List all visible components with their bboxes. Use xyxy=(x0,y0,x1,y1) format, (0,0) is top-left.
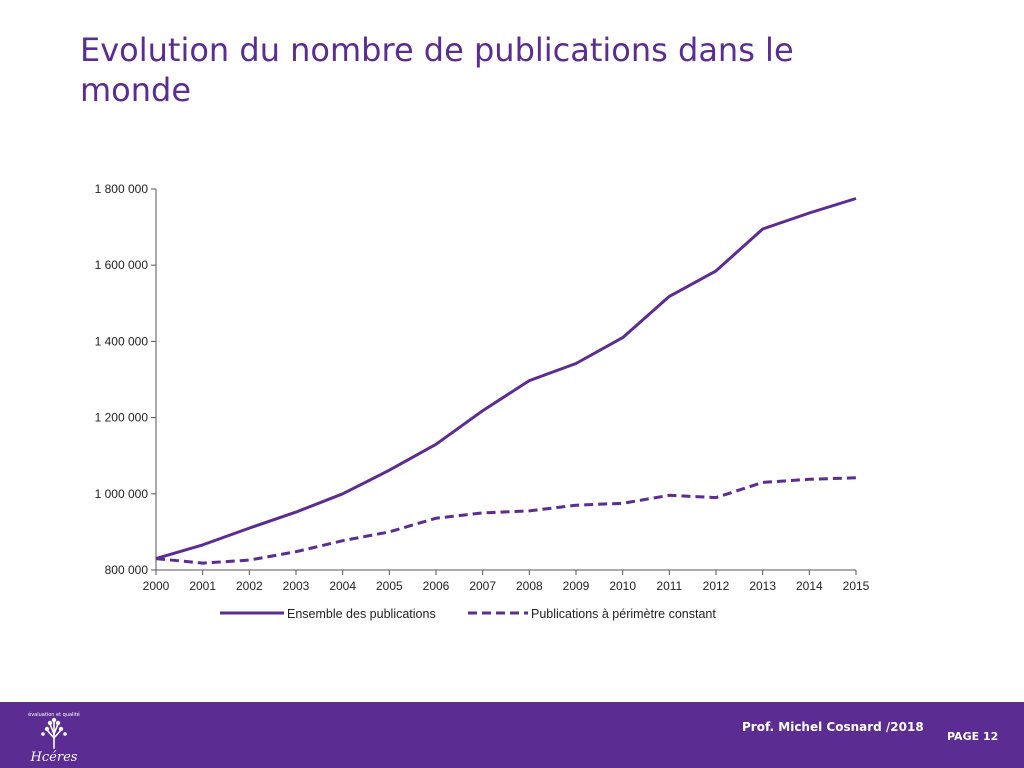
slide-title: Evolution du nombre de publications dans… xyxy=(80,31,794,109)
series-line-1 xyxy=(155,197,857,561)
logo-text: Hcéres xyxy=(30,750,78,764)
chart-series xyxy=(155,197,857,565)
y-tick-label: 1 600 000 xyxy=(95,258,149,272)
y-tick-label: 1 000 000 xyxy=(95,487,149,501)
footer-bar: Hcéres évaluation et qualité Prof. Miche… xyxy=(0,702,1024,768)
chart-legend: Ensemble des publications Publications à … xyxy=(220,607,716,621)
x-tick-label: 2002 xyxy=(236,579,263,593)
x-tick-label: 2000 xyxy=(143,579,170,593)
y-tick-label: 1 200 000 xyxy=(95,411,149,425)
x-tick-label: 2005 xyxy=(376,579,403,593)
x-tick-label: 2013 xyxy=(749,579,776,593)
legend-label-1: Ensemble des publications xyxy=(287,607,436,621)
x-tick-label: 2009 xyxy=(563,579,590,593)
x-tick-label: 2003 xyxy=(283,579,310,593)
x-tick-label: 2008 xyxy=(516,579,543,593)
x-tick-label: 2007 xyxy=(469,579,496,593)
page-number: PAGE 12 xyxy=(947,730,999,743)
line-chart: 800 000 1 000 000 1 200 000 1 400 000 1 600 … xyxy=(95,182,870,621)
chart-axes: 800 000 1 000 000 1 200 000 1 400 000 1 600 … xyxy=(95,182,870,593)
x-tick-label: 2010 xyxy=(609,579,636,593)
logo-subtext: évaluation et qualité xyxy=(28,711,80,718)
x-tick-label: 2001 xyxy=(189,579,216,593)
y-tick-label: 1 400 000 xyxy=(95,334,149,348)
x-tick-label: 2004 xyxy=(329,579,356,593)
x-tick-label: 2011 xyxy=(656,579,682,593)
author-credit: Prof. Michel Cosnard /2018 xyxy=(742,720,924,734)
hceres-logo: Hcéres évaluation et qualité xyxy=(28,711,80,764)
y-tick-label: 800 000 xyxy=(105,563,149,577)
series-line-2 xyxy=(155,476,857,565)
x-tick-label: 2015 xyxy=(843,579,870,593)
x-tick-label: 2014 xyxy=(796,579,823,593)
x-tick-label: 2006 xyxy=(423,579,450,593)
x-tick-label: 2012 xyxy=(703,579,730,593)
y-tick-label: 1 800 000 xyxy=(95,182,149,196)
legend-label-2: Publications à périmètre constant xyxy=(531,607,716,621)
